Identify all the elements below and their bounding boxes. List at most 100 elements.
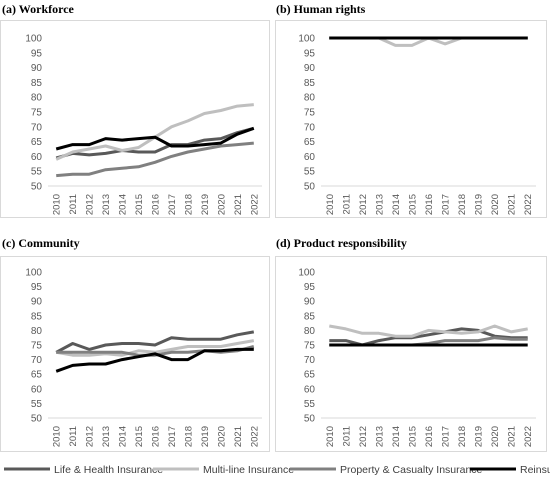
y-tick-label: 55 bbox=[304, 399, 316, 410]
y-tick-label: 75 bbox=[304, 341, 316, 352]
y-tick-label: 90 bbox=[304, 297, 316, 308]
x-tick-label: 2013 bbox=[374, 194, 385, 215]
y-tick-label: 50 bbox=[31, 414, 43, 425]
x-tick-label: 2016 bbox=[151, 426, 162, 447]
x-tick-label: 2013 bbox=[101, 194, 112, 215]
legend: Life & Health Insurance Multi-line Insur… bbox=[4, 464, 550, 476]
x-tick-label: 2017 bbox=[441, 426, 452, 447]
series-line-reinsurance bbox=[55, 126, 255, 151]
y-tick-label: 85 bbox=[31, 311, 43, 322]
x-tick-label: 2014 bbox=[391, 426, 402, 447]
panel-frame bbox=[275, 256, 547, 452]
x-tick-label: 2022 bbox=[249, 194, 260, 215]
x-tick-label: 2010 bbox=[52, 194, 63, 215]
y-tick-label: 75 bbox=[304, 108, 316, 119]
y-tick-label: 85 bbox=[304, 78, 316, 89]
x-tick-label: 2012 bbox=[358, 194, 369, 215]
panel-title: (c) Community bbox=[2, 236, 80, 250]
y-tick-label: 95 bbox=[31, 48, 43, 59]
x-tick-label: 2020 bbox=[216, 194, 227, 215]
y-tick-label: 100 bbox=[25, 34, 42, 45]
x-tick-label: 2011 bbox=[341, 194, 352, 214]
y-tick-label: 80 bbox=[31, 93, 43, 104]
x-tick-label: 2011 bbox=[341, 426, 352, 446]
x-tick-label: 2019 bbox=[474, 194, 485, 215]
x-tick-label: 2018 bbox=[183, 426, 194, 447]
y-tick-label: 80 bbox=[304, 326, 316, 337]
series-line-life-health bbox=[55, 330, 255, 354]
x-tick-label: 2020 bbox=[490, 194, 501, 215]
y-tick-label: 95 bbox=[31, 282, 43, 293]
x-tick-label: 2015 bbox=[407, 194, 418, 215]
panel-frame bbox=[0, 20, 270, 218]
x-tick-label: 2022 bbox=[249, 426, 260, 447]
x-tick-label: 2010 bbox=[325, 194, 336, 215]
y-tick-label: 60 bbox=[31, 384, 43, 395]
y-tick-label: 90 bbox=[31, 63, 43, 74]
x-tick-label: 2019 bbox=[474, 426, 485, 447]
y-tick-label: 75 bbox=[31, 108, 43, 119]
y-tick-label: 65 bbox=[304, 137, 316, 148]
y-tick-label: 60 bbox=[304, 384, 316, 395]
y-tick-label: 95 bbox=[304, 282, 316, 293]
y-tick-label: 70 bbox=[304, 122, 316, 133]
x-tick-label: 2011 bbox=[68, 194, 79, 214]
panel-workforce: (a) Workforce 50 55 60 65 70 75 80 85 90 95 100 2010… bbox=[0, 2, 270, 218]
x-tick-label: 2017 bbox=[441, 194, 452, 215]
y-tick-label: 70 bbox=[31, 355, 43, 366]
y-tick-label: 50 bbox=[304, 182, 316, 193]
legend-label-multi-line: Multi-line Insurance bbox=[203, 464, 294, 476]
x-tick-label: 2020 bbox=[216, 426, 227, 447]
series-line-life-health bbox=[55, 126, 255, 160]
y-tick-label: 70 bbox=[31, 122, 43, 133]
x-tick-label: 2014 bbox=[391, 194, 402, 215]
panel-frame bbox=[0, 256, 270, 452]
panel-product-responsibility: (d) Product responsibility 50 55 60 65 70 75 80… bbox=[275, 236, 547, 452]
x-tick-label: 2015 bbox=[134, 426, 145, 447]
panel-title: (a) Workforce bbox=[2, 2, 75, 16]
y-tick-label: 70 bbox=[304, 355, 316, 366]
y-tick-label: 85 bbox=[304, 311, 316, 322]
legend-label-property-casualty: Property & Casualty Insurance bbox=[340, 464, 483, 476]
x-tick-label: 2021 bbox=[233, 194, 244, 215]
legend-label-life-health: Life & Health Insurance bbox=[54, 464, 163, 476]
y-tick-label: 90 bbox=[304, 63, 316, 74]
x-tick-label: 2021 bbox=[507, 194, 518, 215]
x-tick-label: 2017 bbox=[167, 194, 178, 215]
y-tick-label: 60 bbox=[304, 152, 316, 163]
x-tick-label: 2012 bbox=[85, 426, 96, 447]
y-tick-label: 60 bbox=[31, 152, 43, 163]
y-tick-label: 50 bbox=[304, 414, 316, 425]
x-tick-label: 2017 bbox=[167, 426, 178, 447]
x-tick-label: 2016 bbox=[424, 426, 435, 447]
x-tick-label: 2020 bbox=[490, 426, 501, 447]
y-tick-label: 100 bbox=[298, 268, 315, 279]
y-tick-label: 85 bbox=[31, 78, 43, 89]
x-tick-label: 2018 bbox=[457, 194, 468, 215]
panel-human-rights: (b) Human rights 50 55 60 65 70 75 80 85 90 95 100 2… bbox=[275, 2, 547, 218]
y-tick-label: 65 bbox=[304, 370, 316, 381]
series-line-reinsurance bbox=[55, 347, 254, 373]
y-tick-label: 65 bbox=[31, 370, 43, 381]
x-tick-label: 2019 bbox=[200, 194, 211, 215]
x-tick-label: 2012 bbox=[358, 426, 369, 447]
y-tick-label: 90 bbox=[31, 297, 43, 308]
y-tick-label: 55 bbox=[304, 167, 316, 178]
x-tick-label: 2014 bbox=[118, 426, 129, 447]
x-tick-label: 2018 bbox=[457, 426, 468, 447]
x-tick-label: 2019 bbox=[200, 426, 211, 447]
panel-community: (c) Community 50 55 60 65 70 75 80 85 90 95 100 2010… bbox=[0, 236, 270, 452]
x-tick-label: 2013 bbox=[101, 426, 112, 447]
y-tick-label: 65 bbox=[31, 137, 43, 148]
x-tick-label: 2013 bbox=[374, 426, 385, 447]
y-tick-label: 80 bbox=[304, 93, 316, 104]
x-tick-label: 2021 bbox=[507, 426, 518, 447]
legend-label-reinsurance: Reinsurance bbox=[520, 464, 550, 476]
x-tick-label: 2012 bbox=[85, 194, 96, 215]
x-tick-label: 2015 bbox=[407, 426, 418, 447]
x-tick-label: 2016 bbox=[424, 194, 435, 215]
y-tick-label: 55 bbox=[31, 167, 43, 178]
panel-title: (b) Human rights bbox=[276, 2, 366, 16]
x-tick-label: 2010 bbox=[52, 426, 63, 447]
x-tick-label: 2018 bbox=[183, 194, 194, 215]
